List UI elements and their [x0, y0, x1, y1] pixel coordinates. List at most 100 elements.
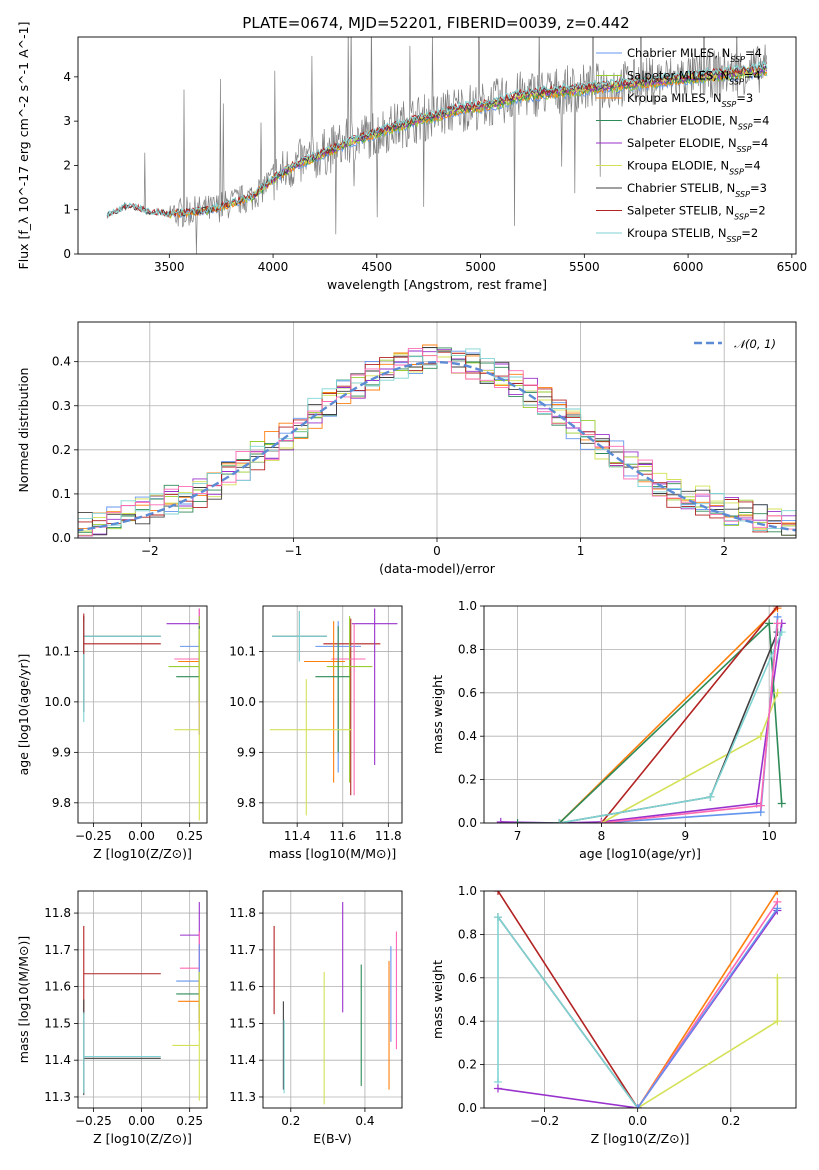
- mass-weight-marker: [513, 819, 522, 823]
- y-tick-label: 0.1: [52, 487, 71, 501]
- model-line-salpeter-elodie: [251, 65, 767, 199]
- legend-label: 𝒩(0, 1): [734, 337, 776, 351]
- y-tick-label: 4: [63, 70, 71, 84]
- plot-area: [269, 608, 398, 816]
- x-tick-label: −0.25: [75, 829, 112, 843]
- mass-weight-marker: [633, 1104, 642, 1108]
- x-tick-label: 0.2: [281, 1114, 300, 1128]
- x-tick-label: 4500: [362, 260, 393, 274]
- mass-weight-marker: [493, 913, 502, 922]
- x-tick-label: 5000: [465, 260, 496, 274]
- y-tick-label: 0.0: [52, 531, 71, 545]
- axes-frame: [77, 605, 208, 824]
- plot-area: [493, 891, 782, 1108]
- legend-label: Salpeter ELODIE, NSSP=4: [627, 136, 768, 154]
- y-axis-label: Flux [f_λ 10^-17 erg cm^-2 s^-1 A^-1]: [16, 22, 31, 270]
- mass-weight-line: [497, 891, 639, 1108]
- legend: 𝒩(0, 1): [694, 337, 776, 351]
- mass-weight-line: [601, 623, 779, 823]
- x-tick-label: 2: [720, 544, 728, 558]
- model-line-kroupa-elodie: [251, 64, 767, 200]
- y-axis-label: mass weight: [430, 675, 445, 754]
- y-tick-label: 11.6: [229, 980, 256, 994]
- y-tick-label: 0.8: [458, 642, 477, 656]
- legend-label: Chabrier MILES, NSSP=4: [627, 46, 762, 64]
- axes-frame: [262, 890, 403, 1109]
- mass-weight-line: [637, 977, 779, 1108]
- x-tick-label: −0.2: [530, 1114, 559, 1128]
- y-tick-label: 0.6: [458, 971, 477, 985]
- x-tick-label: 6000: [673, 260, 704, 274]
- y-tick-label: 11.8: [44, 906, 71, 920]
- spectrum-data-line: [106, 37, 767, 254]
- x-tick-label: 0.25: [176, 829, 203, 843]
- x-tick-label: 6500: [777, 260, 808, 274]
- mass-weight-line: [601, 616, 779, 823]
- y-tick-label: 9.9: [52, 745, 71, 759]
- y-tick-label: 0.0: [458, 1101, 477, 1115]
- y-tick-label: 0.4: [52, 355, 71, 369]
- mass-weight-marker: [773, 891, 782, 895]
- axes-age-vs-mass: 11.4 11.6 11.8 9.8 9.9 10.0 10.1 mass [log10(M/…: [229, 605, 403, 861]
- x-axis-label: E(B-V): [313, 1131, 352, 1146]
- axes-frame: [262, 605, 403, 824]
- x-tick-label: 5500: [569, 260, 600, 274]
- y-tick-label: 11.6: [44, 980, 71, 994]
- y-tick-label: 0.2: [458, 1058, 477, 1072]
- y-tick-label: 0.3: [52, 399, 71, 413]
- axes-mass-vs-ebv: 0.2 0.4 11.3 11.4 11.5 11.6 11.7 11.8 E(B-V): [229, 890, 403, 1146]
- y-tick-label: 0.4: [458, 729, 477, 743]
- x-tick-label: 0.00: [128, 829, 155, 843]
- mass-weight-marker: [765, 619, 774, 628]
- mass-weight-marker: [773, 904, 782, 913]
- x-axis-label: wavelength [Angstrom, rest frame]: [327, 277, 547, 292]
- y-tick-label: 11.7: [229, 943, 256, 957]
- x-tick-label: −0.25: [75, 1114, 112, 1128]
- mass-weight-marker: [773, 973, 782, 982]
- plot-area: [273, 902, 397, 1105]
- mass-weight-line: [600, 606, 779, 823]
- y-tick-label: 1.0: [458, 884, 477, 898]
- legend-label: Kroupa STELIB, NSSP=2: [627, 226, 758, 244]
- x-axis-label: mass [log10(M/M⊙)]: [269, 846, 397, 861]
- axes-frame: [483, 890, 797, 1109]
- axes-mass-weight-vs-age: 7 8 9 10 0.0 0.2 0.4 0.6 0.8 1.0 age [log10(age/yr…: [430, 599, 797, 861]
- y-tick-label: 3: [63, 114, 71, 128]
- y-tick-label: 10.0: [44, 695, 71, 709]
- mass-weight-line: [559, 631, 783, 823]
- x-axis-label: age [log10(age/yr)]: [579, 846, 701, 861]
- mass-weight-marker: [555, 819, 564, 823]
- legend-label: Kroupa MILES, NSSP=3: [627, 91, 753, 109]
- histogram-step: [78, 347, 796, 537]
- y-tick-label: 0: [63, 247, 71, 261]
- y-tick-label: 11.3: [229, 1090, 256, 1104]
- model-line-chabrier-elodie: [252, 65, 767, 201]
- axes-frame: [77, 890, 208, 1109]
- x-tick-label: 11.8: [375, 829, 402, 843]
- axes-age-vs-Z: −0.25 0.00 0.25 9.8 9.9 10.0 10.1 Z [log10(Z/Z⊙…: [16, 605, 208, 861]
- mass-weight-marker: [756, 801, 765, 810]
- mass-weight-line: [559, 631, 779, 823]
- x-tick-label: 10: [762, 829, 777, 843]
- chart-title: PLATE=0674, MJD=52201, FIBERID=0039, z=0…: [242, 14, 629, 32]
- mass-weight-line: [497, 914, 639, 1108]
- x-tick-label: 11.6: [329, 829, 356, 843]
- x-axis-label: Z [log10(Z/Z⊙)]: [93, 846, 192, 861]
- y-tick-label: 11.4: [44, 1053, 71, 1067]
- y-tick-label: 11.3: [44, 1090, 71, 1104]
- mass-weight-marker: [777, 628, 786, 637]
- plot-area: [83, 608, 200, 821]
- y-tick-label: 9.8: [52, 796, 71, 810]
- y-tick-label: 11.5: [229, 1016, 256, 1030]
- plot-area: [496, 606, 786, 823]
- y-tick-label: 0.2: [458, 773, 477, 787]
- plot-area: [83, 902, 200, 1101]
- x-tick-label: −1: [285, 544, 303, 558]
- y-axis-label: mass weight: [430, 960, 445, 1039]
- mass-weight-marker: [756, 732, 765, 741]
- y-tick-label: 1: [63, 203, 71, 217]
- y-tick-label: 1.0: [458, 599, 477, 613]
- y-tick-label: 0.6: [458, 686, 477, 700]
- mass-weight-marker: [493, 1084, 502, 1093]
